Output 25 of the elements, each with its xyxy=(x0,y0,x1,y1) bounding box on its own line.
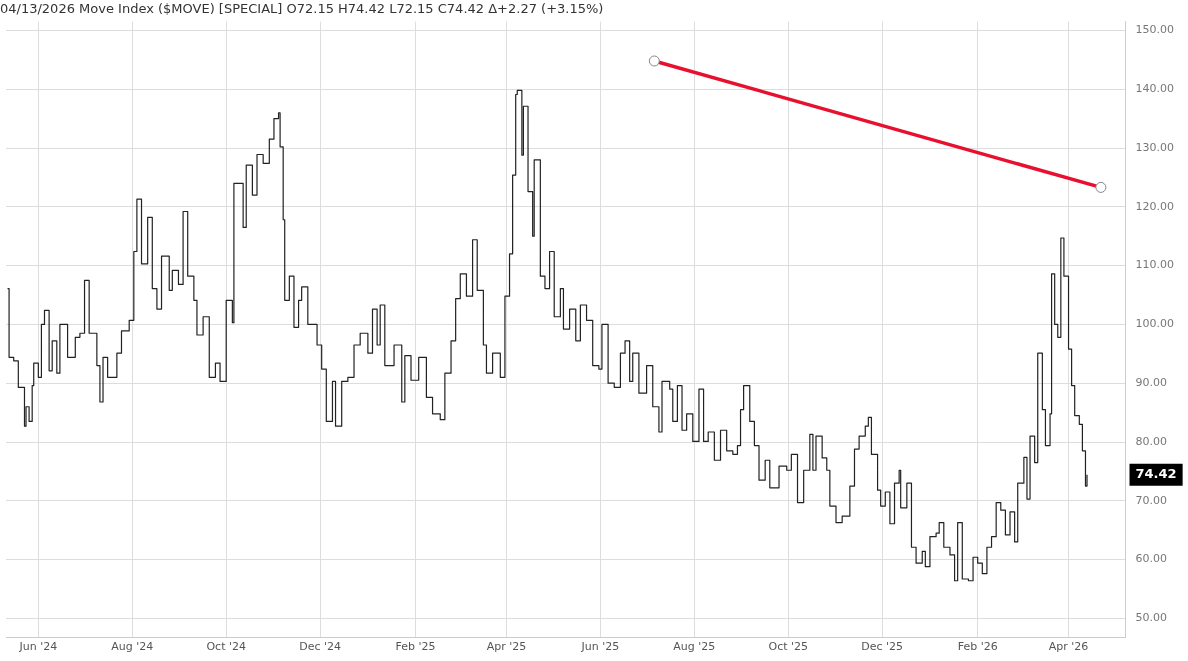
y-tick-label: 140.00 xyxy=(1135,82,1175,96)
chart-title: 04/13/2026 Move Index ($MOVE) [SPECIAL] O72.15 H74.42 L72.15 C74.42 Δ+2.27 (+3.15%) xyxy=(0,1,604,17)
x-tick-label: Apr '26 xyxy=(1048,640,1089,654)
y-tick-label: 120.00 xyxy=(1135,199,1175,213)
text: 74.42 xyxy=(1135,466,1177,482)
x-tick-label: Oct '24 xyxy=(206,640,246,654)
x-tick-label: Feb '25 xyxy=(395,640,436,654)
x-tick-label: Apr '25 xyxy=(486,640,527,654)
y-tick-label: 130.00 xyxy=(1135,140,1175,154)
x-tick-label: Aug '24 xyxy=(111,640,154,654)
y-tick-label: 100.00 xyxy=(1135,317,1175,331)
y-tick-label: 80.00 xyxy=(1135,434,1168,448)
x-tick-label: Dec '24 xyxy=(299,640,342,654)
y-tick-label: 50.00 xyxy=(1135,611,1168,625)
y-tick-label: 60.00 xyxy=(1135,552,1168,566)
x-tick-label: Jun '24 xyxy=(18,640,58,654)
y-tick-label: 150.00 xyxy=(1135,23,1175,37)
y-tick-label: 90.00 xyxy=(1135,376,1168,390)
y-tick-label: 70.00 xyxy=(1135,493,1168,507)
x-tick-label: Aug '25 xyxy=(673,640,716,654)
y-tick-label: 110.00 xyxy=(1135,258,1175,272)
x-tick-label: Jun '25 xyxy=(580,640,620,654)
x-tick-label: Feb '26 xyxy=(957,640,998,654)
x-tick-label: Dec '25 xyxy=(861,640,904,654)
x-tick-label: Oct '25 xyxy=(768,640,809,654)
